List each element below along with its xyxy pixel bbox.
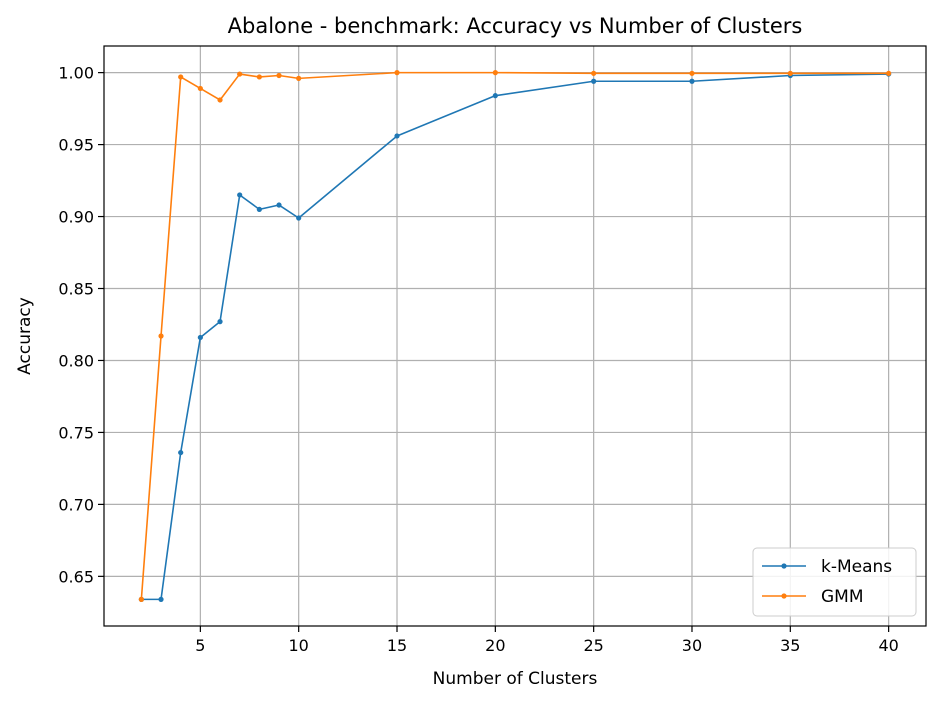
data-point-k-means (296, 215, 302, 221)
x-tick-label: 20 (485, 636, 505, 655)
legend-swatch-marker (781, 593, 787, 599)
data-point-gmm (276, 72, 282, 79)
y-tick-label: 0.65 (58, 567, 94, 586)
legend-swatch-marker (781, 563, 787, 569)
legend-entries: k-Means GMM (762, 557, 892, 607)
legend-label: k-Means (821, 557, 892, 577)
data-point-gmm (296, 75, 302, 81)
x-tick-label: 25 (583, 636, 603, 655)
x-axis-ticks: 5 10 15 20 25 30 35 40 (195, 626, 899, 655)
data-point-k-means (158, 596, 164, 602)
x-tick-label: 5 (195, 636, 205, 655)
series-line-gmm (140, 71, 889, 600)
legend-item-k-means: k-Means (762, 557, 892, 577)
data-point-k-means (394, 133, 400, 139)
legend-item-gmm: GMM (762, 587, 864, 607)
series-gmm (138, 70, 892, 602)
legend-box (752, 547, 917, 617)
data-point-k-means (237, 192, 243, 198)
y-axis-ticks: 0.65 0.70 0.75 0.80 0.85 0.90 0.95 1.00 (58, 64, 104, 586)
plot-series (138, 70, 892, 602)
y-tick-label: 0.95 (58, 136, 94, 155)
grid-lines (104, 46, 926, 626)
data-point-gmm (197, 85, 203, 92)
data-point-k-means (217, 319, 223, 325)
y-tick-label: 0.75 (58, 423, 94, 442)
series-line-k-means (141, 73, 889, 601)
data-point-gmm (237, 71, 243, 77)
data-point-gmm (394, 70, 400, 76)
y-axis-label: Accuracy (15, 297, 35, 375)
data-point-gmm (492, 70, 498, 76)
x-tick-label: 30 (682, 636, 702, 655)
y-tick-label: 1.00 (58, 64, 94, 83)
chart-title: Abalone - benchmark: Accuracy vs Number … (228, 14, 803, 38)
data-point-gmm (158, 333, 164, 339)
data-point-gmm (787, 70, 793, 76)
data-point-gmm (886, 70, 892, 76)
y-tick-label: 0.80 (58, 351, 94, 370)
data-point-gmm (689, 70, 695, 76)
data-point-gmm (138, 596, 144, 602)
data-point-k-means (689, 78, 695, 84)
x-tick-label: 10 (289, 636, 309, 655)
legend: k-Means GMM (752, 547, 917, 617)
x-tick-label: 15 (387, 636, 407, 655)
data-point-gmm (217, 97, 223, 103)
data-point-k-means (178, 449, 184, 456)
legend-label: GMM (821, 587, 864, 607)
data-point-gmm (178, 74, 184, 80)
data-point-k-means (591, 78, 597, 84)
data-point-gmm (591, 70, 597, 76)
data-point-k-means (492, 93, 498, 99)
series-k-means (138, 71, 892, 602)
x-tick-label: 40 (878, 636, 898, 655)
y-tick-label: 0.70 (58, 495, 94, 514)
x-axis-label: Number of Clusters (433, 669, 598, 689)
data-point-k-means (276, 202, 282, 208)
y-tick-label: 0.90 (58, 208, 94, 227)
data-point-k-means (256, 206, 262, 212)
data-point-k-means (197, 334, 203, 341)
data-point-gmm (256, 74, 262, 80)
y-tick-label: 0.85 (58, 280, 94, 299)
plot-frame (103, 45, 927, 627)
x-tick-label: 35 (780, 636, 800, 655)
